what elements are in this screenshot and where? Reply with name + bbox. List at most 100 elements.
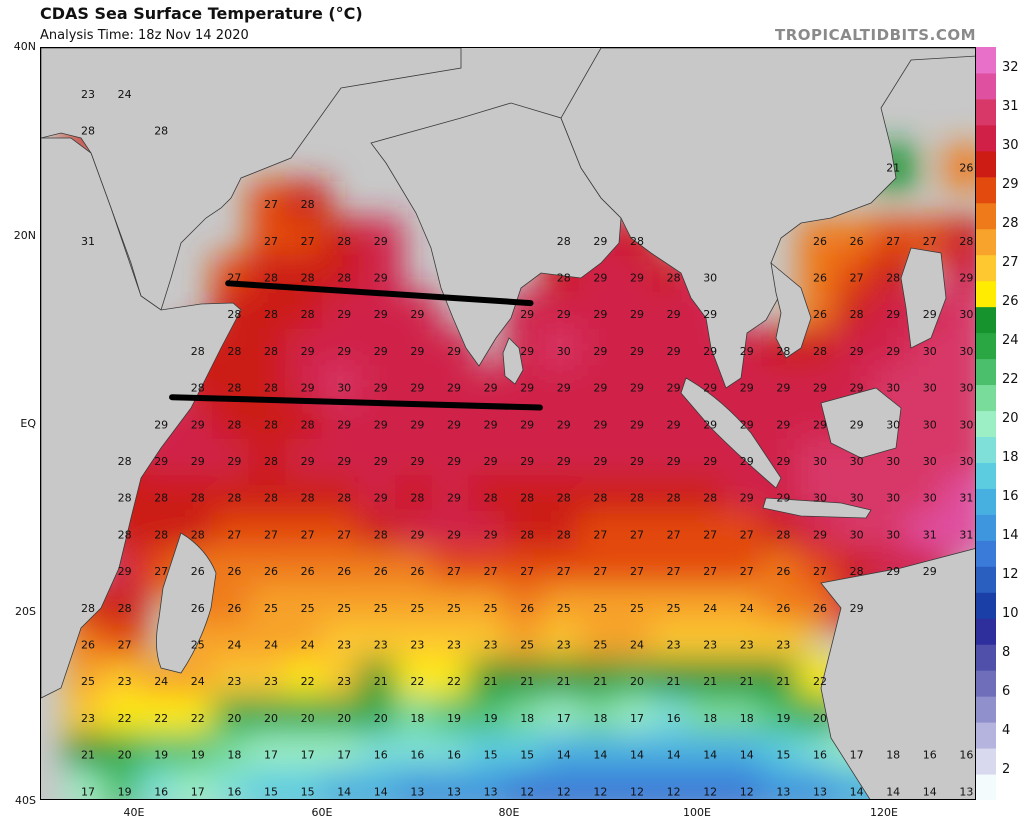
sst-value: 28 [154,492,168,505]
sst-value: 24 [703,602,717,615]
sst-value: 12 [593,785,607,798]
sst-value: 27 [813,565,827,578]
sst-value: 19 [776,712,790,725]
colorbar [976,47,996,801]
colorbar-label: 30 [1002,138,1019,153]
sst-value: 16 [227,785,241,798]
sst-value: 29 [557,308,571,321]
sst-value: 27 [630,528,644,541]
sst-value: 27 [593,565,607,578]
colorbar-label: 18 [1002,450,1019,465]
philippines [900,247,947,349]
sst-value: 12 [520,785,534,798]
colorbar-label: 31 [1002,99,1019,114]
colorbar-swatch [976,358,996,386]
sst-value: 17 [557,712,571,725]
sst-value: 19 [118,785,132,798]
sst-value: 25 [630,602,644,615]
sst-value: 30 [813,455,827,468]
sst-value: 27 [593,528,607,541]
sst-value: 28 [484,492,498,505]
sst-value: 27 [740,565,754,578]
sst-value: 29 [593,455,607,468]
sst-value: 25 [81,675,95,688]
colorbar-swatch [976,410,996,437]
sst-value: 29 [301,455,315,468]
sst-value: 28 [301,272,315,285]
sst-value: 23 [410,639,424,652]
sst-value: 27 [923,235,937,248]
colorbar-swatch [976,280,996,308]
sst-value: 20 [337,712,351,725]
sst-value: 30 [923,382,937,395]
sst-value: 29 [410,528,424,541]
sst-value: 22 [447,675,461,688]
sst-value: 29 [520,455,534,468]
sst-value: 29 [520,418,534,431]
sst-value: 28 [301,492,315,505]
colorbar-label: 29 [1002,177,1019,192]
sst-value: 29 [447,455,461,468]
colorbar-swatch [976,618,996,645]
sst-value: 28 [557,235,571,248]
sst-value: 27 [850,272,864,285]
sst-map[interactable]: 23 24 28 28 21 26 27 28 31 27 27 28 29 28 29 28 26 26 27 27… [40,47,976,800]
annotation-line [225,280,534,307]
sst-value: 29 [337,308,351,321]
sst-value: 23 [557,639,571,652]
sst-value: 17 [191,785,205,798]
sst-value: 23 [118,675,132,688]
colorbar-swatch [976,384,996,412]
colorbar-label: 10 [1002,606,1019,621]
sst-value: 26 [337,565,351,578]
sst-value: 28 [337,492,351,505]
sst-value: 27 [886,235,900,248]
sst-value: 21 [593,675,607,688]
sst-value: 21 [557,675,571,688]
sst-value: 29 [740,455,754,468]
sst-value: 24 [630,639,644,652]
sst-value: 30 [557,345,571,358]
australia [820,548,975,799]
sst-value: 23 [81,88,95,101]
sst-value: 29 [593,382,607,395]
sst-value: 12 [740,785,754,798]
sst-value: 28 [557,528,571,541]
sst-value: 26 [227,602,241,615]
sst-value: 29 [484,382,498,395]
madagascar [156,532,217,674]
sst-value: 17 [301,749,315,762]
sst-value: 29 [557,418,571,431]
sst-value: 28 [959,235,973,248]
sst-value: 19 [484,712,498,725]
sst-value: 28 [850,308,864,321]
sst-value: 29 [301,382,315,395]
sst-value: 28 [301,308,315,321]
sst-value: 18 [410,712,424,725]
lat-label-eq: EQ [20,417,36,430]
sst-value: 27 [154,565,168,578]
sst-value: 20 [264,712,278,725]
sst-value: 26 [191,602,205,615]
sst-value: 29 [484,455,498,468]
borneo [820,387,902,459]
sst-value: 20 [813,712,827,725]
sst-value: 29 [703,455,717,468]
sst-value: 29 [850,382,864,395]
sst-value: 29 [776,455,790,468]
sst-value: 29 [886,345,900,358]
sst-value: 26 [813,235,827,248]
sst-value: 30 [850,492,864,505]
sst-value: 18 [520,712,534,725]
sst-value: 29 [374,345,388,358]
colorbar-swatch [976,306,996,334]
sst-value: 29 [593,308,607,321]
sst-value: 23 [81,712,95,725]
sst-value: 26 [191,565,205,578]
sst-value: 16 [374,749,388,762]
brand-watermark[interactable]: TROPICALTIDBITS.COM [775,26,976,44]
sst-value: 22 [118,712,132,725]
sst-value: 27 [630,565,644,578]
sst-value: 19 [447,712,461,725]
sst-value: 24 [227,639,241,652]
